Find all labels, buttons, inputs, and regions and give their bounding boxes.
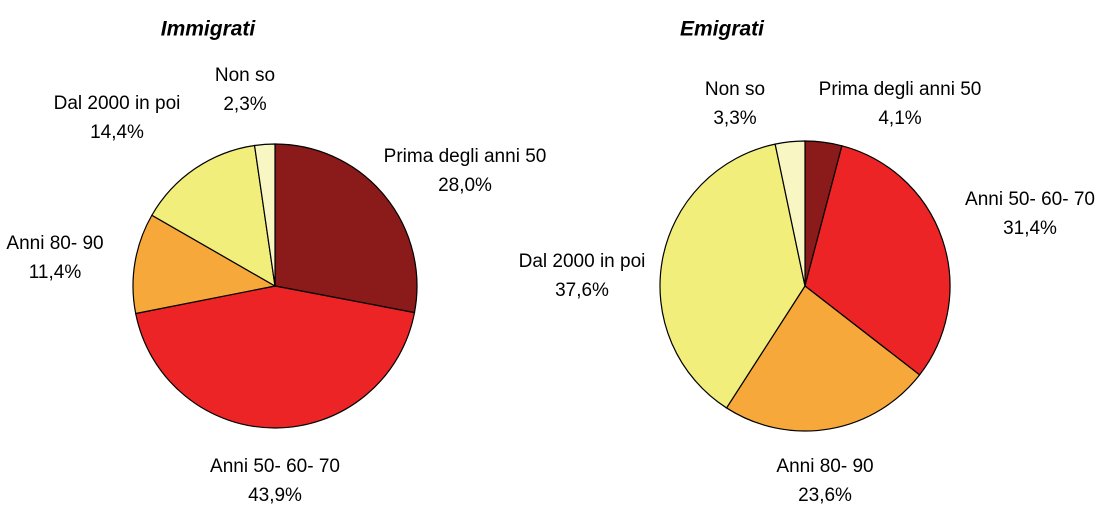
slice-label: Anni 80- 90 (776, 456, 873, 477)
pie-slice (659, 143, 806, 409)
slice-label: Anni 50- 60- 70 (965, 189, 1095, 210)
pie-slice (725, 285, 921, 432)
pie-slice (151, 144, 276, 288)
slice-label: Prima degli anni 50 (384, 146, 547, 167)
slice-value: 43,9% (248, 485, 302, 506)
slice-value: 28,0% (438, 175, 492, 196)
pie-slice (134, 285, 416, 429)
slice-label: Non so (215, 65, 275, 86)
slice-label: Dal 2000 in poi (519, 251, 646, 272)
slice-value: 11,4% (29, 262, 82, 283)
slice-value: 2,3% (223, 94, 266, 115)
slice-label: Anni 50- 60- 70 (210, 456, 340, 477)
slice-label: Non so (705, 79, 765, 100)
slice-label: Dal 2000 in poi (54, 93, 181, 114)
slice-value: 3,3% (713, 108, 756, 129)
slice-label: Prima degli anni 50 (819, 79, 982, 100)
slice-value: 4,1% (878, 108, 921, 129)
pie-slice (132, 214, 277, 315)
slice-value: 23,6% (798, 485, 852, 506)
slice-label: Anni 80- 90 (6, 233, 103, 254)
chart-title: Emigrati (680, 18, 765, 41)
slice-value: 37,6% (555, 280, 609, 301)
chart-title: Immigrati (161, 18, 257, 41)
slice-value: 14,4% (90, 122, 144, 143)
slice-value: 31,4% (1003, 218, 1057, 239)
pie-slice (804, 145, 951, 376)
pie-slice (274, 143, 418, 314)
pie-slice (253, 143, 276, 287)
pie-slice (774, 140, 806, 287)
